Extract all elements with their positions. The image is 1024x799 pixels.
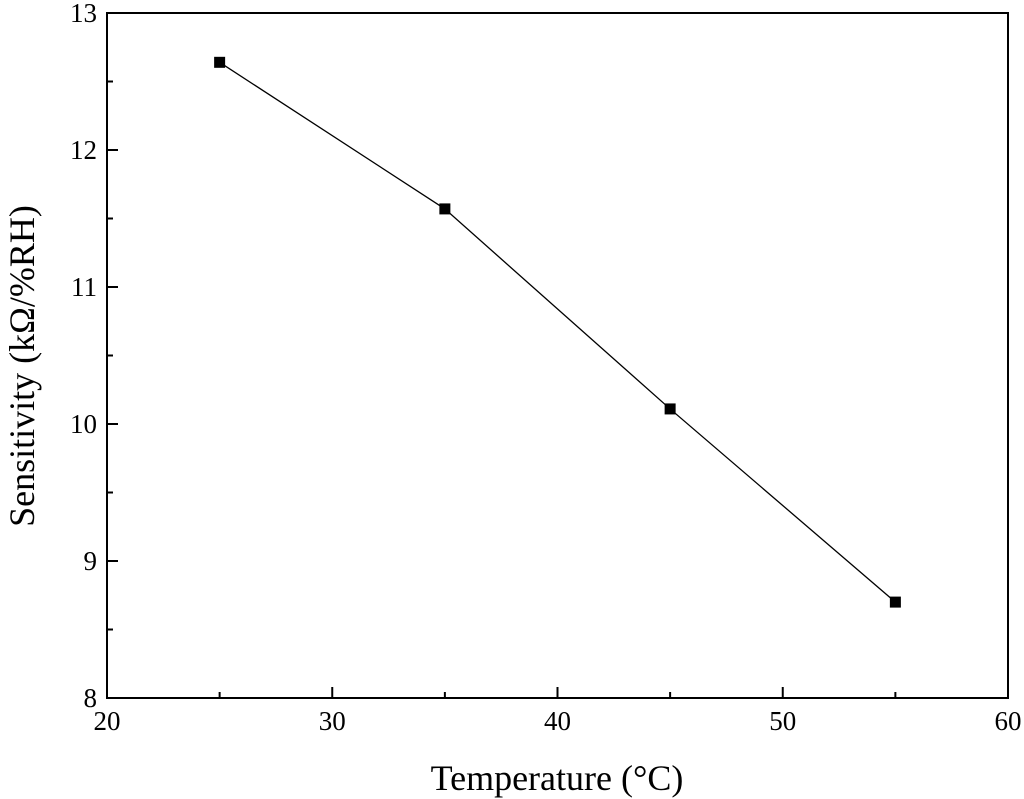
data-point-marker xyxy=(664,403,676,415)
series-line xyxy=(219,61,896,603)
y-tick-label: 8 xyxy=(84,683,98,713)
x-tick-label: 30 xyxy=(319,706,346,736)
data-point-marker xyxy=(889,596,901,608)
x-tick-label: 60 xyxy=(995,706,1022,736)
x-axis-ticks: 20 30 40 50 60 xyxy=(94,687,1022,736)
series-layer xyxy=(214,56,901,608)
x-tick-label: 50 xyxy=(769,706,796,736)
data-point-marker xyxy=(214,56,226,68)
y-axis-title: Sensitivity (kΩ/%RH) xyxy=(2,205,42,527)
x-axis-title: Temperature (°C) xyxy=(431,758,684,798)
y-axis-ticks: 8 9 10 11 12 13 xyxy=(70,0,118,713)
y-tick-label: 9 xyxy=(84,546,98,576)
data-point-marker xyxy=(439,203,451,215)
y-tick-label: 13 xyxy=(70,0,97,28)
x-tick-label: 20 xyxy=(94,706,121,736)
plot-frame xyxy=(106,12,1009,699)
y-tick-label: 10 xyxy=(70,409,97,439)
y-tick-label: 11 xyxy=(71,272,97,302)
y-tick-label: 12 xyxy=(70,135,97,165)
x-tick-label: 40 xyxy=(544,706,571,736)
